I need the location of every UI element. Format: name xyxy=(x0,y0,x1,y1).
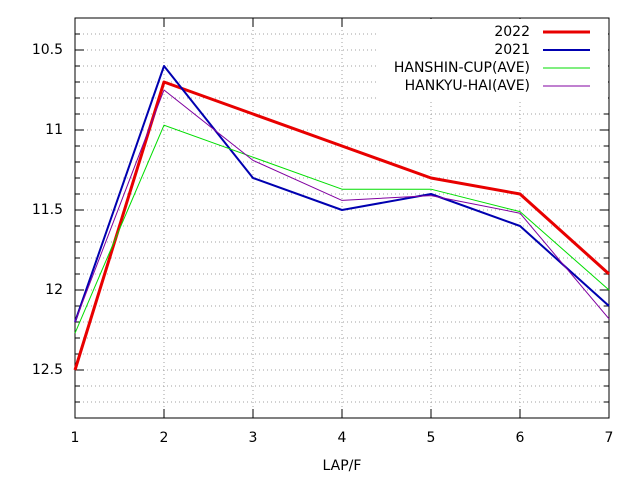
x-tick-label: 5 xyxy=(427,430,436,446)
series-line xyxy=(74,89,610,323)
legend-label: HANSHIN-CUP(AVE) xyxy=(394,60,530,76)
y-tick-label: 12.5 xyxy=(32,362,63,378)
x-axis-label: LAP/F xyxy=(323,458,362,474)
legend-label: 2021 xyxy=(494,42,530,58)
series-line xyxy=(74,65,610,323)
legend-label: 2022 xyxy=(494,24,530,40)
series-line xyxy=(73,80,611,371)
x-tick-label: 1 xyxy=(71,430,80,446)
y-tick-label: 11.5 xyxy=(32,202,63,218)
x-tick-label: 7 xyxy=(605,430,614,446)
legend-label: HANKYU-HAI(AVE) xyxy=(405,78,530,94)
x-tick-label: 2 xyxy=(160,430,169,446)
series-line xyxy=(74,124,610,334)
y-tick-label: 12 xyxy=(45,282,63,298)
x-tick-label: 4 xyxy=(338,430,347,446)
x-tick-label: 3 xyxy=(249,430,258,446)
y-tick-label: 11 xyxy=(45,122,63,138)
y-tick-label: 10.5 xyxy=(32,42,63,58)
plot-frame xyxy=(74,17,610,419)
x-tick-label: 6 xyxy=(516,430,525,446)
